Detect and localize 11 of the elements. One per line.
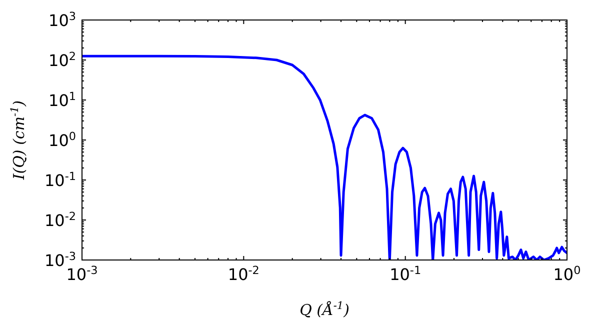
y-tick-label: 10$^{-1}$ bbox=[44, 170, 76, 190]
y-tick-label: 10$^{0}$ bbox=[48, 130, 76, 150]
x-tick-label: 10$^{-3}$ bbox=[66, 264, 98, 284]
x-tick-label: 10$^{-2}$ bbox=[228, 264, 260, 284]
x-tick-label: 10$^{0}$ bbox=[553, 264, 581, 284]
y-tick-label: 10$^{2}$ bbox=[48, 50, 76, 70]
x-axis-title: Q (Å$^{-1}$) bbox=[300, 300, 350, 319]
x-tick-label: 10$^{-1}$ bbox=[390, 264, 422, 284]
y-tick-label: 10$^{3}$ bbox=[48, 10, 76, 30]
y-tick-label: 10$^{1}$ bbox=[48, 90, 76, 110]
y-tick-label: 10$^{-2}$ bbox=[44, 210, 76, 230]
